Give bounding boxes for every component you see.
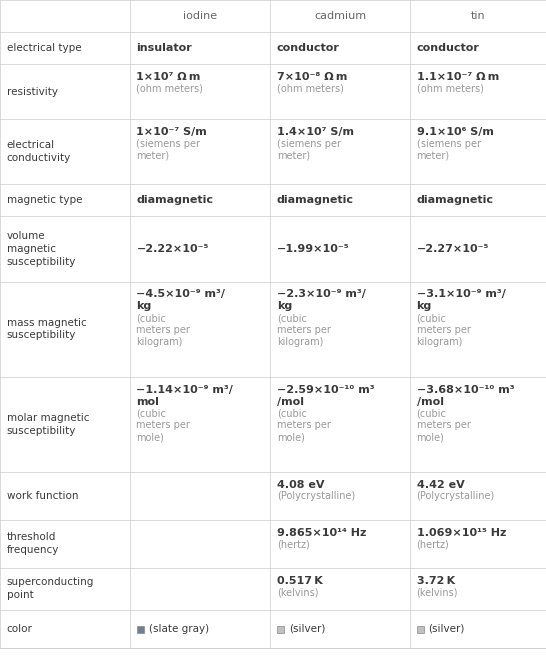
Text: (cubic
meters per
mole): (cubic meters per mole) [277, 408, 331, 442]
Text: (silver): (silver) [289, 624, 325, 634]
Text: diamagnetic: diamagnetic [277, 195, 354, 205]
Text: (ohm meters): (ohm meters) [417, 84, 483, 94]
Text: −3.68×10⁻¹⁰ m³
/mol: −3.68×10⁻¹⁰ m³ /mol [417, 384, 514, 407]
Text: (siemens per
meter): (siemens per meter) [277, 139, 341, 161]
Text: (cubic
meters per
kilogram): (cubic meters per kilogram) [277, 313, 331, 347]
Text: 9.865×10¹⁴ Hz: 9.865×10¹⁴ Hz [277, 528, 366, 538]
Text: resistivity: resistivity [7, 87, 57, 97]
Text: superconducting
point: superconducting point [7, 578, 94, 600]
Text: electrical type: electrical type [7, 43, 81, 53]
Text: diamagnetic: diamagnetic [136, 195, 213, 205]
Text: −1.99×10⁻⁵: −1.99×10⁻⁵ [277, 244, 349, 254]
Text: cadmium: cadmium [314, 11, 366, 21]
Text: 9.1×10⁶ S/m: 9.1×10⁶ S/m [417, 127, 494, 137]
Text: molar magnetic
susceptibility: molar magnetic susceptibility [7, 413, 89, 436]
Text: (cubic
meters per
mole): (cubic meters per mole) [136, 408, 191, 442]
Text: tin: tin [471, 11, 485, 21]
Text: iodine: iodine [183, 11, 217, 21]
Text: volume
magnetic
susceptibility: volume magnetic susceptibility [7, 231, 76, 266]
Text: −1.14×10⁻⁹ m³/
mol: −1.14×10⁻⁹ m³/ mol [136, 384, 233, 407]
Text: 1.1×10⁻⁷ Ω m: 1.1×10⁻⁷ Ω m [417, 72, 499, 82]
Text: 4.08 eV: 4.08 eV [277, 480, 324, 490]
Text: color: color [7, 624, 32, 634]
Text: 1.069×10¹⁵ Hz: 1.069×10¹⁵ Hz [417, 528, 506, 538]
Text: electrical
conductivity: electrical conductivity [7, 140, 71, 163]
Text: (Polycrystalline): (Polycrystalline) [417, 492, 495, 501]
Bar [136, 626, 144, 634]
Bar [277, 626, 284, 634]
Text: (Polycrystalline): (Polycrystalline) [277, 492, 355, 501]
Text: (hertz): (hertz) [417, 540, 449, 549]
Text: 4.42 eV: 4.42 eV [417, 480, 464, 490]
Text: 1.4×10⁷ S/m: 1.4×10⁷ S/m [277, 127, 354, 137]
Text: work function: work function [7, 491, 78, 501]
Text: 3.72 K: 3.72 K [417, 576, 455, 586]
Text: −2.59×10⁻¹⁰ m³
/mol: −2.59×10⁻¹⁰ m³ /mol [277, 384, 375, 407]
Text: diamagnetic: diamagnetic [417, 195, 494, 205]
Text: (kelvins): (kelvins) [417, 588, 458, 597]
Text: (siemens per
meter): (siemens per meter) [417, 139, 480, 161]
Text: −3.1×10⁻⁹ m³/
kg: −3.1×10⁻⁹ m³/ kg [417, 290, 506, 311]
Text: (cubic
meters per
kilogram): (cubic meters per kilogram) [417, 313, 471, 347]
Text: (kelvins): (kelvins) [277, 588, 318, 597]
Text: 1×10⁻⁷ S/m: 1×10⁻⁷ S/m [136, 127, 207, 137]
Text: 1×10⁷ Ω m: 1×10⁷ Ω m [136, 72, 201, 82]
Text: conductor: conductor [417, 43, 479, 53]
Text: (ohm meters): (ohm meters) [136, 84, 203, 94]
Text: insulator: insulator [136, 43, 192, 53]
Text: (hertz): (hertz) [277, 540, 310, 549]
Text: 0.517 K: 0.517 K [277, 576, 323, 586]
Text: (silver): (silver) [429, 624, 465, 634]
Text: −2.22×10⁻⁵: −2.22×10⁻⁵ [136, 244, 209, 254]
Text: 7×10⁻⁸ Ω m: 7×10⁻⁸ Ω m [277, 72, 347, 82]
Text: −2.27×10⁻⁵: −2.27×10⁻⁵ [417, 244, 489, 254]
Text: magnetic type: magnetic type [7, 195, 82, 205]
Text: threshold
frequency: threshold frequency [7, 532, 59, 555]
Text: (cubic
meters per
mole): (cubic meters per mole) [417, 408, 471, 442]
Text: −2.3×10⁻⁹ m³/
kg: −2.3×10⁻⁹ m³/ kg [277, 290, 366, 311]
Text: −4.5×10⁻⁹ m³/
kg: −4.5×10⁻⁹ m³/ kg [136, 290, 225, 311]
Text: conductor: conductor [277, 43, 340, 53]
Text: (ohm meters): (ohm meters) [277, 84, 343, 94]
Bar [417, 626, 424, 634]
Text: (slate gray): (slate gray) [149, 624, 209, 634]
Text: (cubic
meters per
kilogram): (cubic meters per kilogram) [136, 313, 191, 347]
Text: mass magnetic
susceptibility: mass magnetic susceptibility [7, 318, 86, 340]
Text: (siemens per
meter): (siemens per meter) [136, 139, 200, 161]
